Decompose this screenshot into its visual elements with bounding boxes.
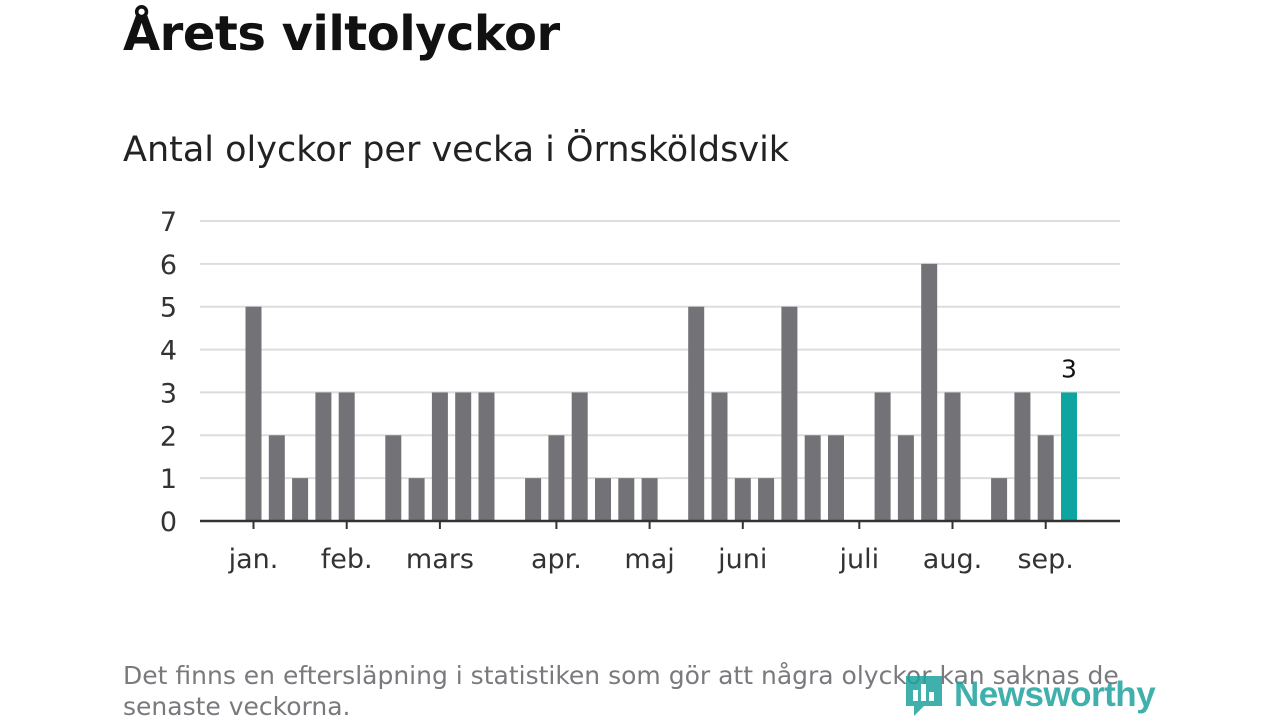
bar <box>781 306 798 521</box>
bar <box>548 435 565 521</box>
x-tick-label: mars <box>406 544 474 575</box>
bar <box>874 392 891 521</box>
bar <box>758 478 775 521</box>
bar <box>618 478 635 521</box>
x-tick-label: sep. <box>1017 544 1073 575</box>
x-tick-label: aug. <box>923 544 982 575</box>
bar <box>431 392 448 521</box>
x-tick-label: feb. <box>321 544 373 575</box>
y-tick-label: 3 <box>160 378 177 409</box>
x-tick-label: juli <box>838 544 879 575</box>
bar <box>385 435 402 521</box>
bar <box>734 478 751 521</box>
bar-chart: 0 1 2 3 4 5 6 7 3 jan. feb. mars apr. maj juni juli aug.… <box>160 207 1120 575</box>
y-tick-label: 0 <box>160 507 177 538</box>
chart-title: Årets viltolyckor <box>123 6 560 62</box>
bar-chart-logo-icon <box>906 676 942 716</box>
bar <box>688 306 705 521</box>
bar-highlight <box>1061 392 1077 521</box>
bar <box>245 306 262 521</box>
y-tick-label: 7 <box>160 207 177 238</box>
bar <box>711 392 728 521</box>
bar <box>1037 435 1054 521</box>
bar <box>641 478 658 521</box>
logo-text: Newsworthy <box>954 675 1156 714</box>
chart-subtitle: Antal olyckor per vecka i Örnsköldsvik <box>123 130 790 170</box>
y-tick-label: 6 <box>160 250 177 281</box>
bar <box>804 435 821 521</box>
bar <box>897 435 914 521</box>
bar <box>408 478 425 521</box>
bar <box>338 392 355 521</box>
bar <box>292 478 309 521</box>
bar <box>455 392 472 521</box>
newsworthy-logo: Newsworthy <box>902 670 1156 720</box>
bar <box>1014 392 1031 521</box>
x-tick-label: maj <box>624 544 674 575</box>
y-tick-label: 2 <box>160 421 177 452</box>
y-tick-label: 4 <box>160 336 177 367</box>
bar <box>525 478 542 521</box>
x-tick-label: jan. <box>228 544 279 575</box>
y-tick-label: 5 <box>160 293 177 324</box>
bar <box>595 478 611 521</box>
x-tick-label: juni <box>717 544 767 575</box>
bar <box>478 392 495 521</box>
bar <box>828 435 844 521</box>
footnote: Det finns en eftersläpning i statistiken… <box>123 661 1119 721</box>
bar <box>268 435 285 521</box>
x-tick-label: apr. <box>531 544 582 575</box>
bar <box>991 478 1008 521</box>
bar <box>315 392 332 521</box>
bar <box>921 263 938 521</box>
bar <box>944 392 961 521</box>
data-label: 3 <box>1061 354 1077 383</box>
y-tick-label: 1 <box>160 464 177 495</box>
bar <box>571 392 588 521</box>
